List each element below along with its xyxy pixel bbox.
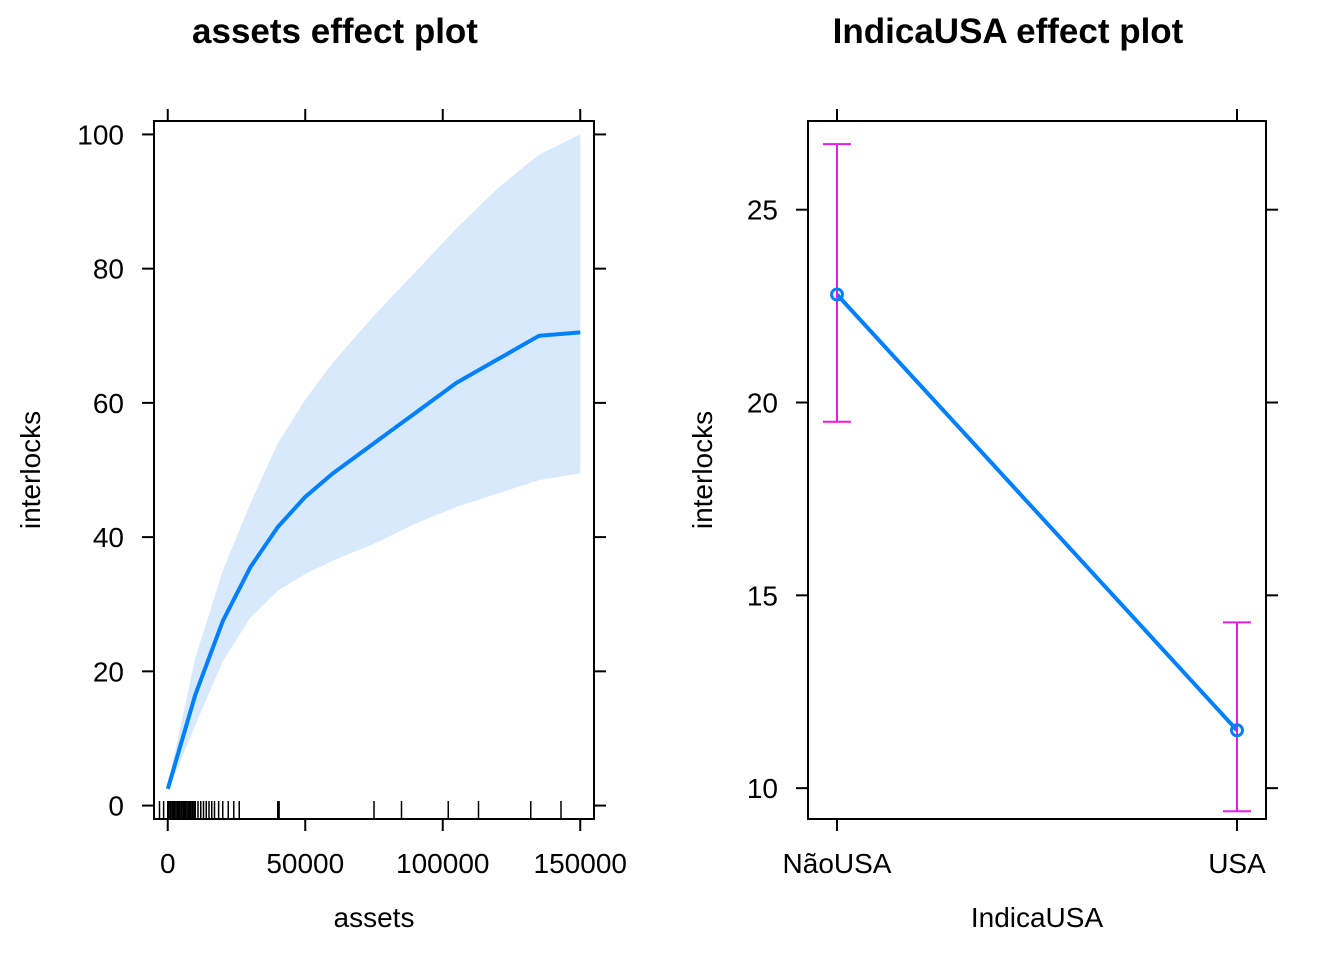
assets-confidence-band (167, 134, 581, 793)
indicausa-y-axis-label: interlocks (687, 411, 718, 529)
x-tick-label: 50000 (266, 848, 344, 879)
y-tick-label: 20 (93, 656, 124, 687)
assets-axis-ticks: 0 50000 100000 150000 0 20 40 60 80 100 (77, 109, 627, 879)
y-tick-label: 0 (108, 791, 124, 822)
assets-fit-line (165, 330, 581, 790)
indicausa-x-axis-label: IndicaUSA (971, 902, 1104, 933)
indicausa-plot-title: IndicaUSA effect plot (833, 12, 1184, 51)
y-tick-label: 60 (93, 388, 124, 419)
y-tick-label: 25 (747, 195, 778, 226)
data-point (830, 287, 844, 302)
y-tick-label: 80 (93, 254, 124, 285)
indicausa-points (830, 287, 1244, 738)
assets-plot-title: assets effect plot (192, 12, 478, 51)
data-point (1230, 723, 1244, 738)
y-tick-label: 10 (747, 773, 778, 804)
x-tick-label: 100000 (396, 848, 489, 879)
assets-plot-frame (153, 120, 595, 820)
y-tick-label: 100 (77, 119, 124, 150)
assets-y-axis-label: interlocks (15, 411, 46, 529)
x-tick-label: 150000 (534, 848, 627, 879)
assets-effect-panel: assets effect plot 0 50000 100000 150000 0 20… (15, 12, 627, 933)
assets-rug (158, 801, 562, 819)
indicausa-fit-line (835, 293, 1239, 732)
x-tick-label: 0 (160, 848, 176, 879)
indicausa-error-bars (823, 143, 1251, 813)
y-tick-label: 15 (747, 580, 778, 611)
x-tick-label: NãoUSA (783, 848, 892, 879)
y-tick-label: 20 (747, 388, 778, 419)
indicausa-plot-frame (807, 120, 1267, 820)
indicausa-effect-panel: IndicaUSA effect plot NãoUSA USA10152025 … (687, 12, 1278, 933)
indicausa-axis-ticks: NãoUSA USA 10 15 20 25 (747, 109, 1278, 879)
y-tick-label: 40 (93, 522, 124, 553)
assets-x-axis-label: assets (334, 902, 415, 933)
x-tick-label: USA (1208, 848, 1266, 879)
